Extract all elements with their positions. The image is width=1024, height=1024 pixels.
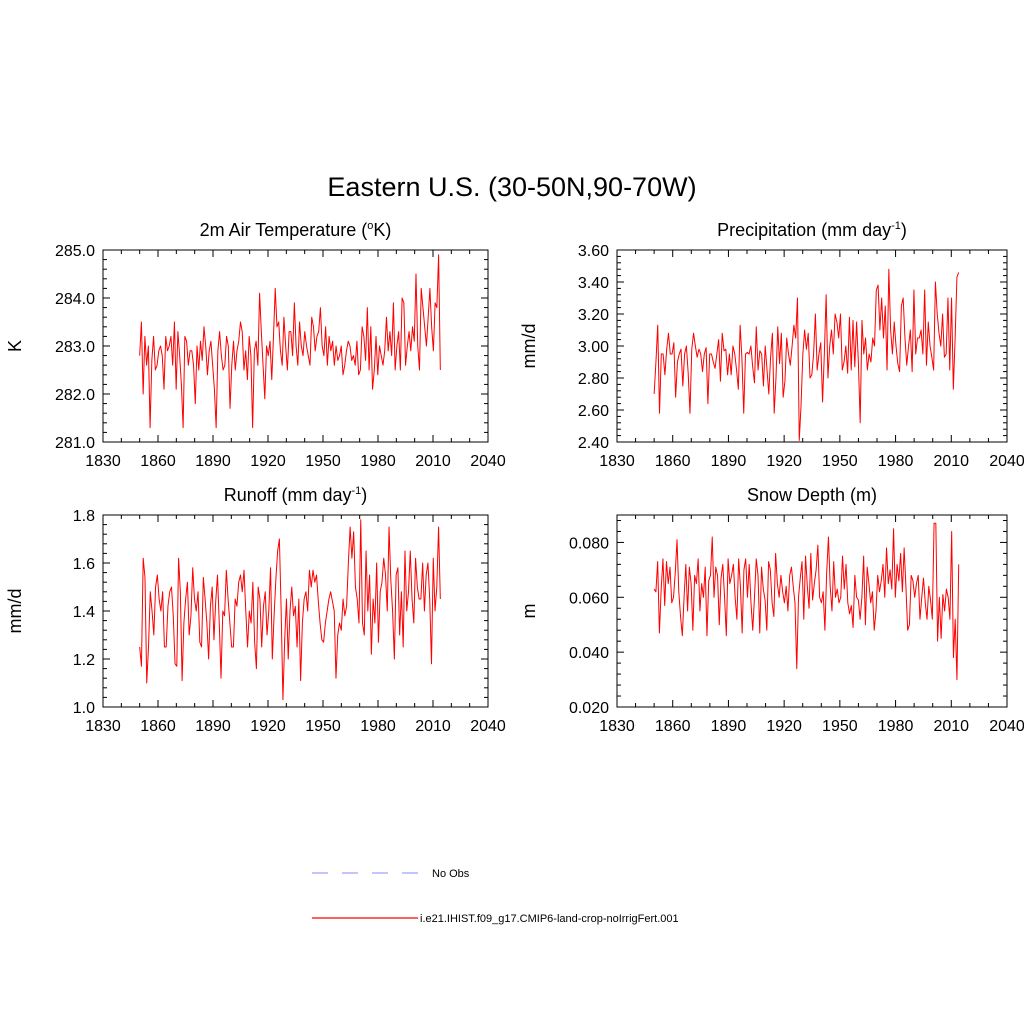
y-tick-label: 3.60: [578, 243, 609, 260]
y-tick-label: 1.8: [73, 508, 95, 525]
panel-title-suffix: K): [373, 220, 391, 240]
plot-frame: [616, 514, 1008, 708]
y-tick-label: 0.040: [569, 645, 609, 662]
x-tick-label: 1890: [711, 718, 747, 735]
series-line: [653, 268, 960, 441]
figure-title: Eastern U.S. (30-50N,90-70W): [327, 172, 696, 202]
y-tick-label: 2.40: [578, 435, 609, 452]
x-tick-label: 1890: [195, 718, 231, 735]
panel-title-superscript: -1: [351, 485, 361, 497]
plot-frame: [616, 249, 1008, 443]
x-tick-label: 1860: [655, 718, 691, 735]
y-tick-label: 0.020: [569, 700, 609, 717]
x-tick-label: 1950: [822, 453, 858, 470]
x-tick-label: 1920: [250, 718, 286, 735]
x-tick-label: 1890: [711, 453, 747, 470]
y-axis-label: K: [5, 340, 25, 352]
y-axis-label: m: [519, 604, 539, 619]
x-tick-label: 1890: [195, 453, 231, 470]
y-tick-label: 1.6: [73, 556, 95, 573]
panel-title: 2m Air Temperature (oK): [200, 220, 392, 240]
y-tick-label: 3.20: [578, 307, 609, 324]
panel-title-suffix: ): [901, 220, 907, 240]
x-tick-label: 1920: [250, 453, 286, 470]
x-tick-label: 1830: [599, 718, 635, 735]
x-tick-label: 1830: [599, 453, 635, 470]
x-tick-label: 1980: [360, 718, 396, 735]
legend: No Obs i.e21.IHIST.f09_g17.CMIP6-land-cr…: [312, 868, 679, 925]
x-tick-label: 2040: [989, 453, 1024, 470]
y-tick-label: 281.0: [55, 435, 95, 452]
x-tick-label: 1860: [655, 453, 691, 470]
x-tick-label: 1980: [878, 453, 914, 470]
y-axis-label: mm/d: [519, 324, 539, 369]
x-tick-label: 1830: [85, 718, 121, 735]
panel-snow-depth: 1830 1860 1890 1920 1950 1980 2010 2040 0.020 0.0…: [519, 485, 1024, 735]
x-tick-label: 1980: [878, 718, 914, 735]
x-tick-label: 1950: [305, 718, 341, 735]
y-axis-label: mm/d: [5, 589, 25, 634]
y-tick-label: 283.0: [55, 339, 95, 356]
legend-label-no-obs: No Obs: [432, 868, 470, 880]
y-tick-label: 3.40: [578, 275, 609, 292]
x-tick-label: 2040: [470, 453, 506, 470]
x-tick-label: 2010: [933, 718, 969, 735]
x-tick-label: 1980: [360, 453, 396, 470]
x-tick-label: 1830: [85, 453, 121, 470]
panel-title-text: 2m Air Temperature (: [200, 220, 368, 240]
panel-title: Precipitation (mm day-1): [717, 220, 907, 240]
y-tick-label: 1.2: [73, 652, 95, 669]
x-tick-label: 1860: [140, 718, 176, 735]
legend-label-model: i.e21.IHIST.f09_g17.CMIP6-land-crop-noIr…: [420, 913, 679, 925]
x-tick-label: 1920: [766, 718, 802, 735]
x-tick-label: 2010: [415, 718, 451, 735]
panel-title: Runoff (mm day-1): [224, 485, 368, 505]
x-tick-label: 2040: [989, 718, 1024, 735]
panel-temperature: 1830 1860 1890 1920 1950 1980 2010 2040 281.0 282…: [5, 220, 506, 470]
x-tick-label: 1920: [766, 453, 802, 470]
x-tick-label: 2010: [933, 453, 969, 470]
y-tick-label: 285.0: [55, 243, 95, 260]
series-line: [653, 522, 960, 681]
panel-title-superscript: -1: [891, 220, 901, 232]
y-tick-label: 1.4: [73, 604, 95, 621]
panel-runoff: 1830 1860 1890 1920 1950 1980 2010 2040 1.0 1.2 1.…: [5, 485, 506, 735]
y-tick-label: 0.080: [569, 535, 609, 552]
x-tick-label: 2010: [415, 453, 451, 470]
y-tick-label: 1.0: [73, 700, 95, 717]
panel-title-superscript: o: [367, 220, 373, 232]
panel-title-text: Precipitation (mm day: [717, 220, 891, 240]
panel-title-text: Snow Depth (m): [747, 485, 877, 505]
series-line: [139, 254, 441, 429]
x-tick-label: 1860: [140, 453, 176, 470]
panel-title-text: Runoff (mm day: [224, 485, 352, 505]
x-tick-label: 1950: [305, 453, 341, 470]
panel-title: Snow Depth (m): [747, 485, 877, 505]
x-tick-label: 2040: [470, 718, 506, 735]
y-tick-label: 284.0: [55, 291, 95, 308]
y-tick-label: 0.060: [569, 590, 609, 607]
y-tick-label: 282.0: [55, 387, 95, 404]
panel-title-suffix: ): [361, 485, 367, 505]
panel-precipitation: 1830 1860 1890 1920 1950 1980 2010 2040 2.40 2.60…: [519, 220, 1024, 470]
panels: 1830 1860 1890 1920 1950 1980 2010 2040 281.0 282…: [5, 220, 1024, 735]
y-tick-label: 2.80: [578, 371, 609, 388]
series-line: [139, 519, 441, 701]
x-tick-label: 1950: [822, 718, 858, 735]
y-tick-label: 2.60: [578, 403, 609, 420]
y-tick-label: 3.00: [578, 339, 609, 356]
